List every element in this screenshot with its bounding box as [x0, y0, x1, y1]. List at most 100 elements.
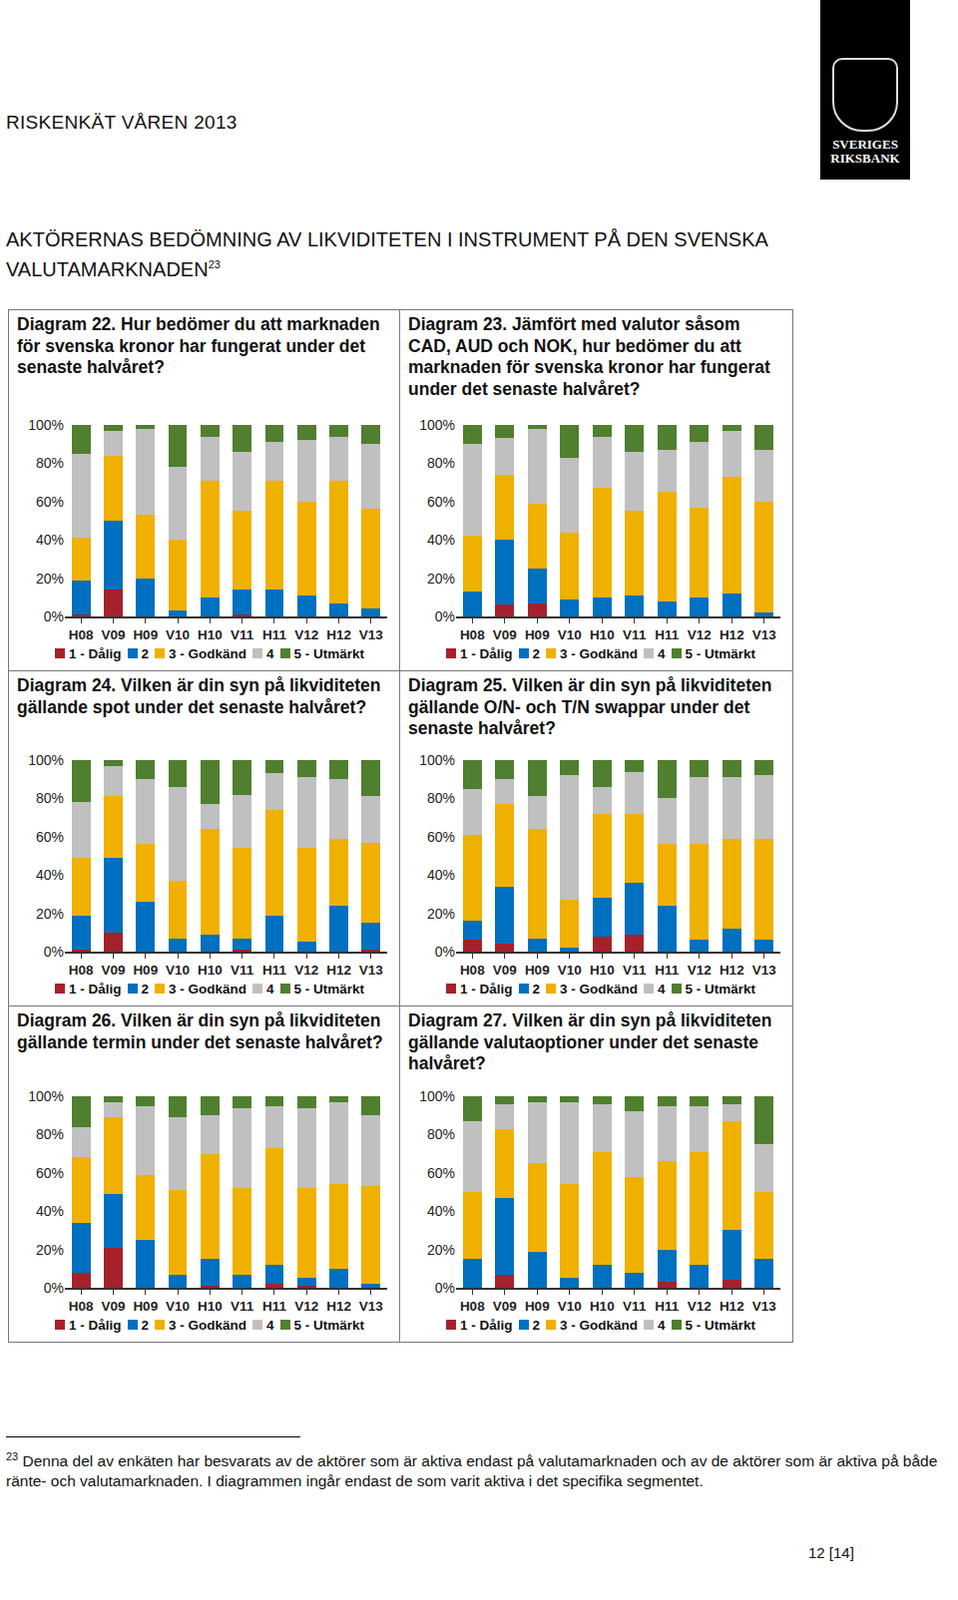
svg-text:V09: V09	[492, 1299, 517, 1315]
svg-text:V13: V13	[752, 627, 778, 643]
svg-text:H08: H08	[460, 627, 485, 643]
svg-text:V12: V12	[687, 1299, 712, 1315]
svg-text:V11: V11	[622, 962, 647, 978]
svg-text:H11: H11	[262, 627, 288, 643]
svg-text:V11: V11	[230, 1299, 255, 1315]
svg-text:V13: V13	[359, 627, 385, 643]
svg-text:20%: 20%	[427, 570, 456, 587]
svg-text:V09: V09	[100, 1299, 125, 1315]
svg-text:60%: 60%	[427, 829, 456, 846]
svg-text:H11: H11	[654, 627, 680, 643]
svg-text:V11: V11	[230, 627, 255, 643]
svg-text:V13: V13	[359, 1299, 385, 1315]
svg-text:H12: H12	[719, 627, 745, 643]
svg-text:V10: V10	[165, 962, 190, 978]
svg-text:80%: 80%	[427, 790, 456, 807]
svg-text:60%: 60%	[35, 1165, 64, 1182]
svg-text:H11: H11	[654, 1299, 680, 1315]
svg-text:H11: H11	[654, 962, 680, 978]
html-text:Diagram 23. Jämfört med valuto: Diagram 23. Jämfört med valutor såsom CA…	[408, 314, 771, 399]
svg-text:40%: 40%	[35, 867, 64, 884]
svg-text:H08: H08	[68, 1299, 94, 1315]
svg-text:80%: 80%	[35, 1126, 64, 1143]
svg-text:V10: V10	[557, 962, 582, 978]
svg-text:100%: 100%	[27, 1088, 64, 1105]
svg-text:40%: 40%	[427, 531, 456, 548]
svg-text:V12: V12	[687, 962, 712, 978]
svg-text:H11: H11	[262, 1299, 288, 1315]
svg-text:H09: H09	[524, 962, 550, 978]
svg-text:60%: 60%	[35, 493, 64, 510]
svg-text:V13: V13	[752, 1299, 778, 1315]
svg-text:100%: 100%	[419, 752, 456, 769]
svg-text:H10: H10	[197, 1299, 223, 1315]
svg-text:H10: H10	[197, 627, 223, 643]
html-text:Diagram 22. Hur bedömer du att: Diagram 22. Hur bedömer du att marknaden…	[16, 314, 380, 378]
svg-text:V11: V11	[622, 1299, 647, 1315]
svg-text:80%: 80%	[427, 455, 456, 472]
svg-text:V09: V09	[492, 962, 517, 978]
svg-text:H09: H09	[132, 1299, 158, 1315]
svg-text:40%: 40%	[427, 867, 456, 884]
svg-text:0%: 0%	[43, 608, 64, 625]
svg-text:60%: 60%	[35, 829, 64, 846]
svg-text:V09: V09	[492, 627, 517, 643]
svg-text:H09: H09	[132, 962, 158, 978]
svg-text:0%: 0%	[43, 1280, 64, 1297]
svg-text:V10: V10	[557, 1299, 582, 1315]
svg-text:60%: 60%	[427, 493, 456, 510]
svg-text:0%: 0%	[435, 1280, 456, 1297]
svg-text:H12: H12	[326, 962, 352, 978]
svg-text:0%: 0%	[435, 944, 456, 960]
svg-text:H12: H12	[326, 1299, 352, 1315]
html-text:Diagram 27. Vilken är din syn: Diagram 27. Vilken är din syn på likvidi…	[408, 1010, 772, 1074]
svg-text:80%: 80%	[35, 455, 64, 472]
svg-text:V11: V11	[622, 627, 647, 643]
svg-text:H12: H12	[326, 627, 352, 643]
svg-text:0%: 0%	[435, 608, 456, 625]
svg-text:100%: 100%	[419, 1088, 456, 1105]
svg-text:H09: H09	[524, 1299, 550, 1315]
svg-text:40%: 40%	[427, 1203, 456, 1220]
svg-text:V12: V12	[294, 962, 319, 978]
svg-text:20%: 20%	[35, 906, 64, 923]
svg-text:V12: V12	[294, 627, 319, 643]
svg-text:H08: H08	[68, 962, 94, 978]
svg-text:100%: 100%	[419, 417, 456, 434]
svg-text:H10: H10	[589, 1299, 615, 1315]
svg-text:H10: H10	[197, 962, 223, 978]
svg-text:H09: H09	[524, 627, 550, 643]
svg-text:V10: V10	[165, 1299, 190, 1315]
svg-text:60%: 60%	[427, 1165, 456, 1182]
svg-text:V13: V13	[752, 962, 778, 978]
svg-text:H10: H10	[589, 627, 615, 643]
svg-text:100%: 100%	[27, 417, 64, 434]
svg-text:V11: V11	[230, 962, 255, 978]
svg-text:H12: H12	[719, 1299, 745, 1315]
svg-text:H08: H08	[460, 962, 485, 978]
svg-text:20%: 20%	[427, 906, 456, 923]
svg-text:H08: H08	[68, 627, 94, 643]
svg-text:H11: H11	[262, 962, 288, 978]
svg-text:H09: H09	[132, 627, 158, 643]
svg-text:H10: H10	[589, 962, 615, 978]
svg-text:V12: V12	[687, 627, 712, 643]
svg-text:20%: 20%	[35, 570, 64, 587]
svg-text:V09: V09	[100, 627, 125, 643]
svg-text:20%: 20%	[427, 1242, 456, 1259]
svg-text:80%: 80%	[427, 1126, 456, 1143]
svg-text:100%: 100%	[27, 752, 64, 769]
svg-text:V10: V10	[165, 627, 190, 643]
svg-text:V13: V13	[359, 962, 385, 978]
svg-text:V12: V12	[294, 1299, 319, 1315]
svg-text:20%: 20%	[35, 1242, 64, 1259]
svg-text:80%: 80%	[35, 790, 64, 807]
svg-text:H08: H08	[460, 1299, 485, 1315]
svg-text:V10: V10	[557, 627, 582, 643]
html-text:Diagram 25. Vilken är din syn: Diagram 25. Vilken är din syn på likvidi…	[408, 675, 772, 739]
svg-text:0%: 0%	[43, 944, 64, 960]
svg-text:H12: H12	[719, 962, 745, 978]
svg-text:V09: V09	[100, 962, 125, 978]
svg-text:40%: 40%	[35, 1203, 64, 1220]
svg-text:40%: 40%	[35, 531, 64, 548]
